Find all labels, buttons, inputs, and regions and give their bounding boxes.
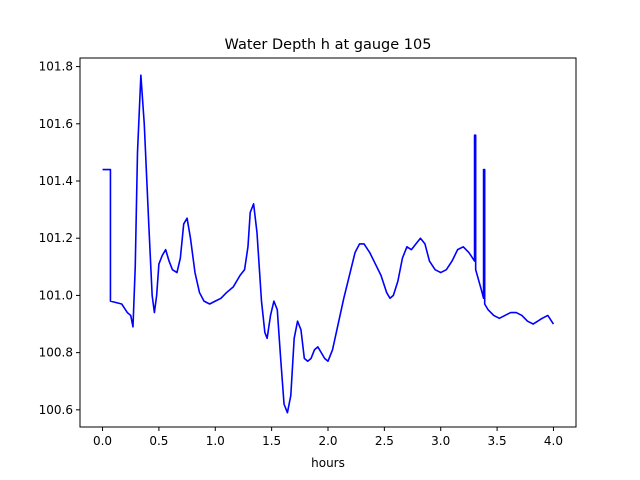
y-tick-label: 101.6 <box>39 117 73 131</box>
series-layer <box>102 74 555 414</box>
y-tick-label: 101.4 <box>39 174 73 188</box>
x-tick-label: 0.5 <box>149 434 168 448</box>
x-tick-label: 2.5 <box>375 434 394 448</box>
x-axis: 0.0 0.5 1.0 1.5 2.0 2.5 3.0 3.5 4.0 <box>93 427 563 448</box>
x-tick-label: 0.0 <box>93 434 112 448</box>
y-tick-label: 100.8 <box>39 346 73 360</box>
plot-frame <box>79 57 577 428</box>
series-line <box>102 74 555 414</box>
x-tick-label: 3.5 <box>488 434 507 448</box>
chart-title: Water Depth h at gauge 105 <box>225 37 432 53</box>
y-tick-label: 101.0 <box>39 288 73 302</box>
y-tick-label: 101.8 <box>39 60 73 74</box>
x-tick-label: 1.0 <box>206 434 225 448</box>
y-tick-label: 100.6 <box>39 403 73 417</box>
x-tick-label: 2.0 <box>318 434 337 448</box>
y-axis: 100.6 100.8 101.0 101.2 101.4 101.6 101.8 <box>39 60 80 417</box>
x-axis-label: hours <box>311 456 345 470</box>
x-tick-label: 1.5 <box>262 434 281 448</box>
x-tick-label: 4.0 <box>544 434 563 448</box>
y-tick-label: 101.2 <box>39 231 73 245</box>
x-tick-label: 3.0 <box>431 434 450 448</box>
